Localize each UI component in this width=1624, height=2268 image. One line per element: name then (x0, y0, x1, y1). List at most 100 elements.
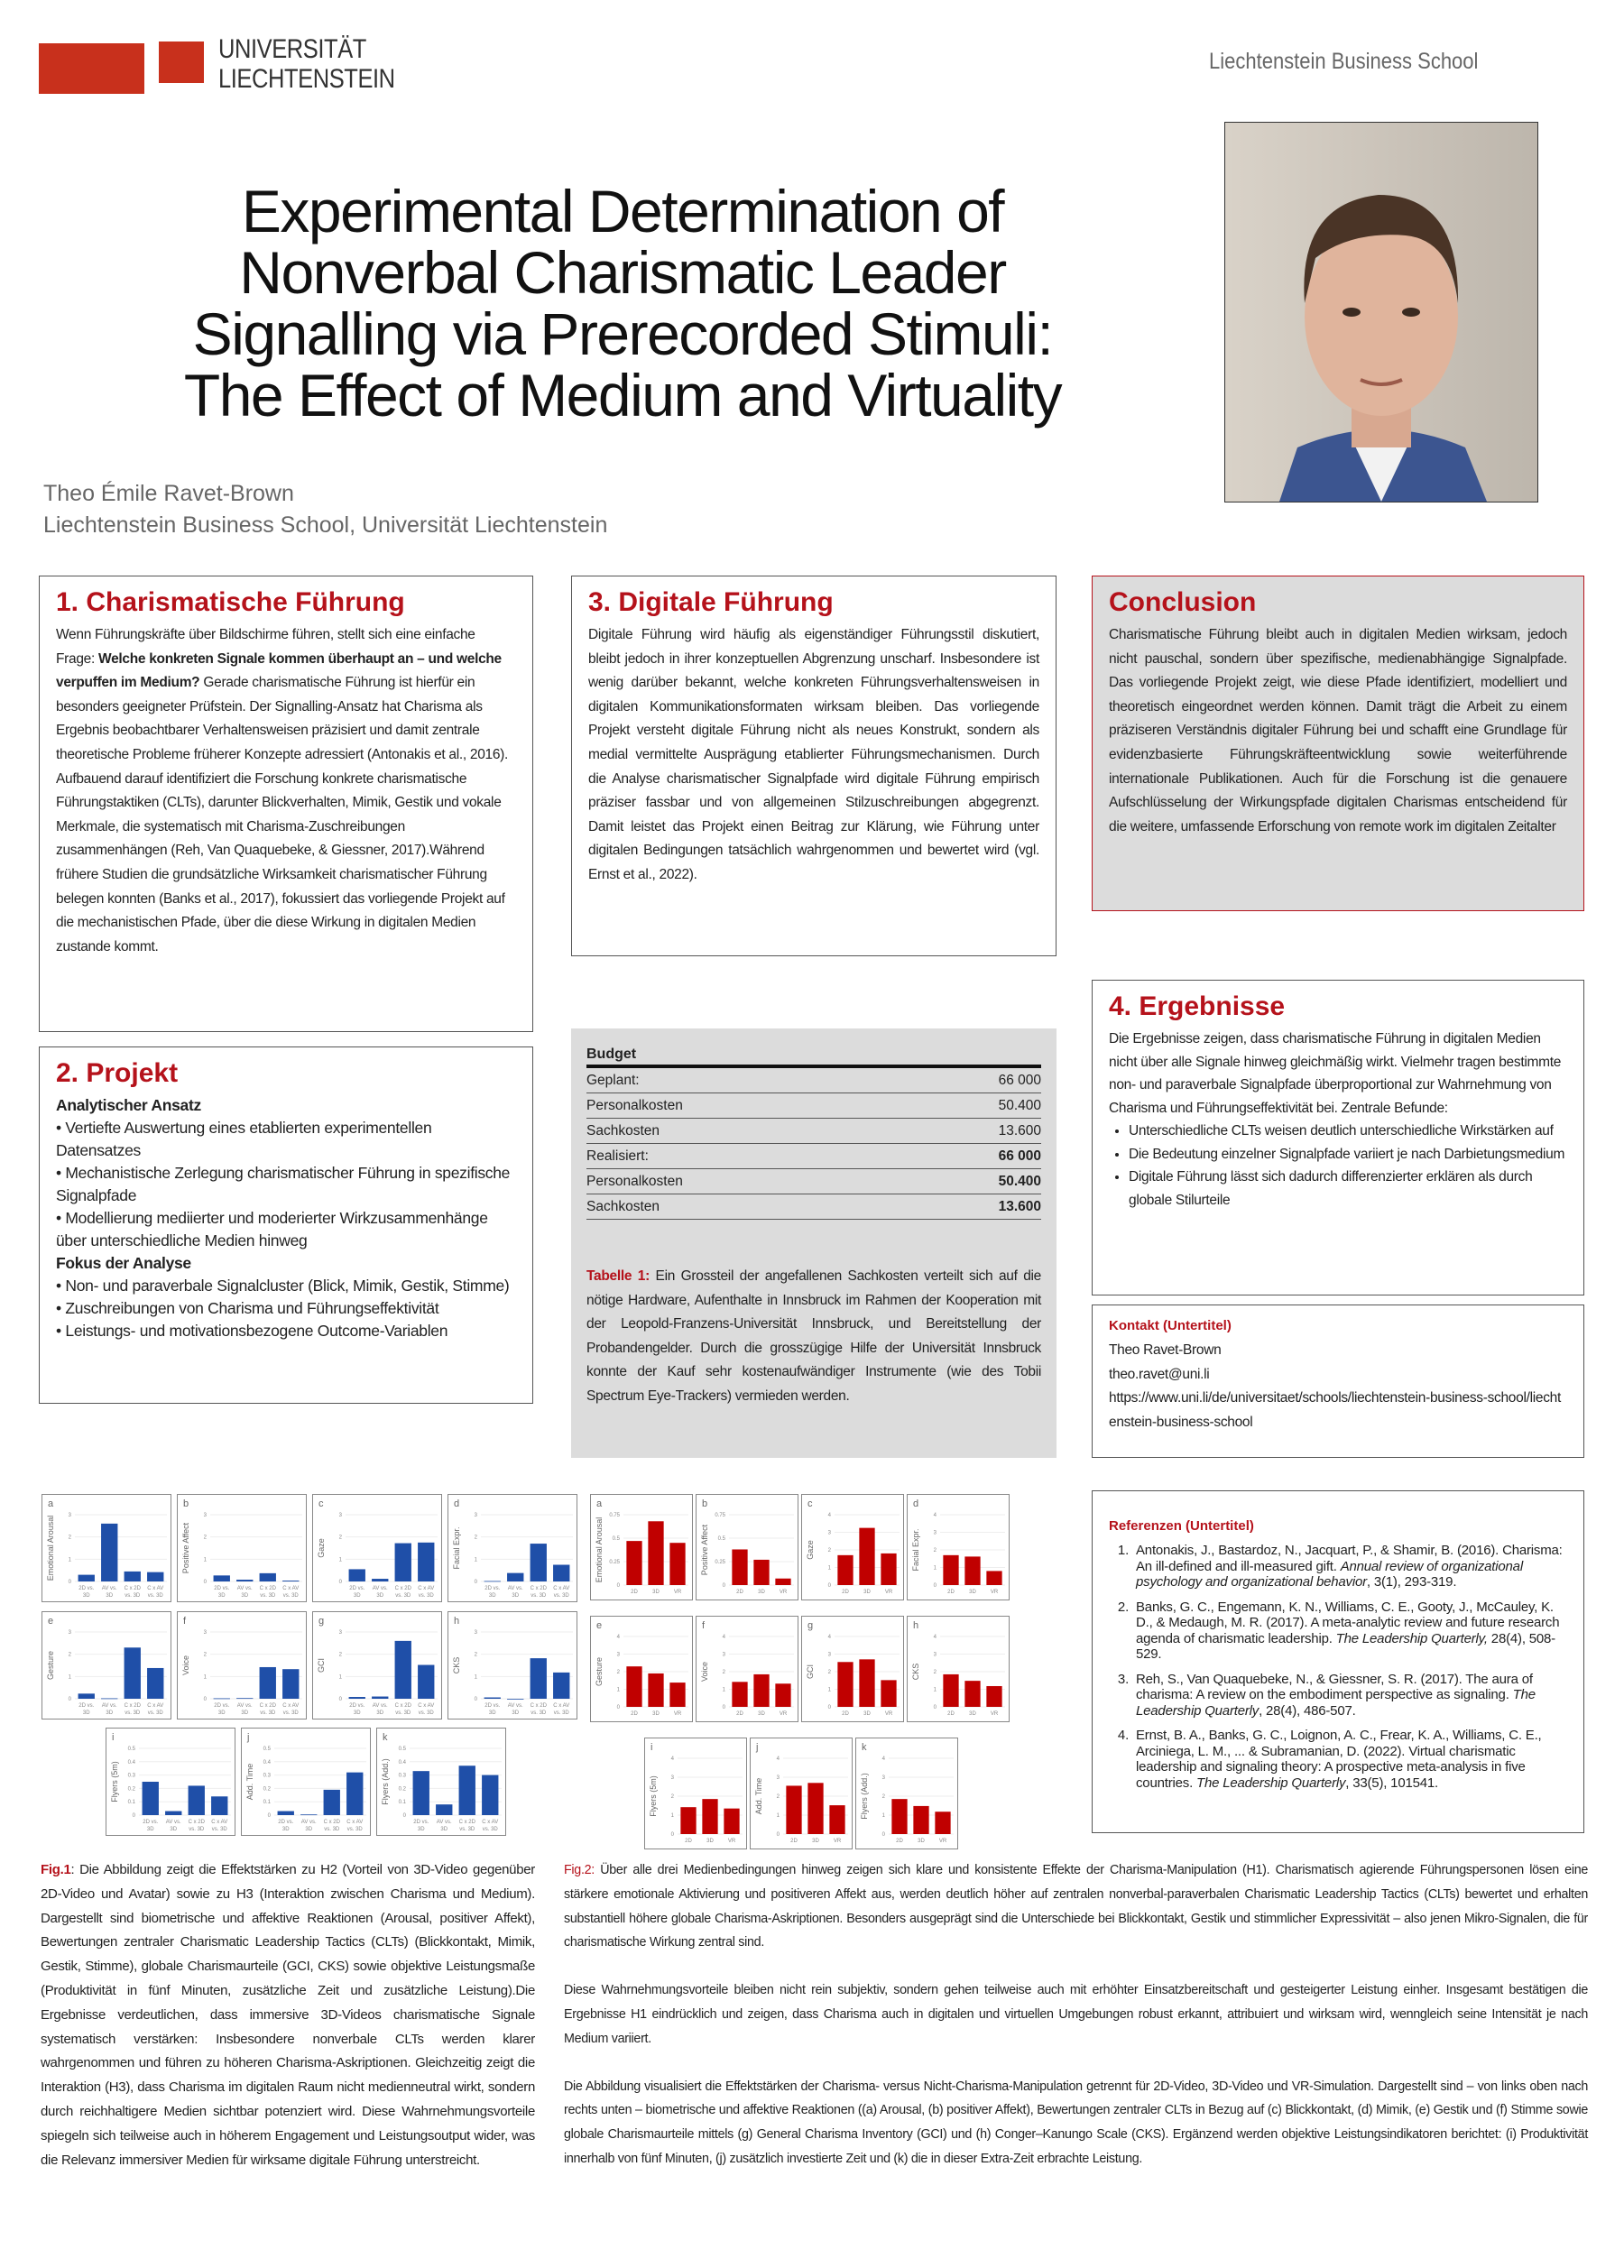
x-tick-label: C x AV vs. 3D (282, 1586, 299, 1599)
ref-text: Ernst, B. A., Banks, G. C., Loignon, A. … (1136, 1728, 1542, 1791)
y-axis-label: Facial Expr. (911, 1528, 920, 1571)
x-tick-label: C x AV vs. 3D (147, 1586, 163, 1599)
y-tick-label: 4 (882, 1756, 886, 1762)
y-tick-label: 1 (828, 1688, 832, 1693)
y-tick-label: 2 (339, 1653, 343, 1658)
contact-heading: Kontakt (Untertitel) (1109, 1318, 1232, 1333)
y-tick-label: 2 (671, 1794, 675, 1800)
contact-url[interactable]: https://www.uni.li/de/universitaet/schoo… (1109, 1390, 1561, 1430)
bar-c-2 (394, 1543, 411, 1581)
y-tick-label: 4 (777, 1756, 780, 1762)
caption-label: Fig.2: (564, 1863, 595, 1877)
y-axis-label: CKS (911, 1664, 920, 1681)
y-tick-label: 1 (339, 1557, 343, 1563)
panel-letter: k (383, 1732, 388, 1743)
y-tick-label: 2 (617, 1670, 621, 1675)
bar-h-2 (986, 1685, 1002, 1707)
x-tick-label: 2D (947, 1590, 955, 1595)
y-tick-label: 0.25 (609, 1560, 620, 1565)
bar-h-0 (484, 1697, 501, 1699)
y-tick-label: 0.4 (128, 1760, 136, 1766)
y-tick-label: 2 (828, 1548, 832, 1553)
bold-question: Welche konkreten Signale kommen überhaup… (56, 650, 502, 691)
y-axis-label: Add. Time (754, 1778, 763, 1815)
table-row: Sachkosten 13.600 (586, 1194, 1041, 1220)
table-row: Realisiert: 66 000 (586, 1143, 1041, 1169)
y-tick-label: 2 (475, 1653, 478, 1658)
y-tick-label: 0.2 (128, 1786, 136, 1792)
y-tick-label: 4 (617, 1635, 621, 1640)
text-run: Gerade charismatische Führung ist hierfü… (56, 675, 509, 954)
y-tick-label: 4 (828, 1513, 832, 1518)
section-conclusion: Conclusion Charismatische Führung bleibt… (1092, 576, 1584, 911)
y-tick-label: 0.75 (609, 1513, 620, 1518)
chart-svg: d Facial Expr. 0 1 2 3 2D vs. 3D AV vs. 3D C x 2D v… (452, 1498, 573, 1599)
x-tick-label: C x AV vs. 3D (346, 1820, 363, 1832)
bar-k-0 (891, 1799, 908, 1834)
y-tick-label: 0.2 (399, 1786, 407, 1792)
ref-text: 28(4), 508-529. (1136, 1630, 1555, 1663)
x-tick-label: 3D (758, 1711, 765, 1717)
figure-2-caption: Fig.2: Über alle drei Medienbedingungen … (564, 1858, 1588, 2171)
y-tick-label: 0 (723, 1583, 726, 1589)
y-tick-label: 3 (475, 1630, 478, 1636)
bar-f-1 (236, 1698, 254, 1700)
bar-j-0 (277, 1811, 294, 1815)
y-tick-label: 2 (69, 1653, 72, 1658)
bar-b-0 (732, 1549, 748, 1585)
bar-e-0 (78, 1693, 95, 1699)
bar-i-2 (724, 1808, 740, 1834)
contact-email[interactable]: theo.ravet@uni.li (1109, 1366, 1210, 1382)
x-tick-label: 3D (812, 1839, 819, 1844)
bar-f-0 (213, 1698, 230, 1700)
logo-square-small (159, 41, 204, 83)
y-tick-label: 1 (204, 1674, 208, 1680)
x-tick-label: AV vs. 3D (237, 1586, 253, 1599)
x-tick-label: 2D (842, 1590, 849, 1595)
bar-e-2 (124, 1647, 141, 1699)
y-tick-label: 0.2 (263, 1786, 272, 1792)
subheading: Fokus der Analyse (56, 1254, 191, 1272)
panel-letter: g (807, 1620, 813, 1631)
bar-c-2 (881, 1553, 897, 1585)
section-content: Analytischer Ansatz • Vertiefte Auswertu… (56, 1094, 516, 1342)
bar-i-1 (702, 1799, 718, 1834)
chart-svg: i Flyers (5m) 0 1 2 3 4 2D 3D VR (649, 1742, 743, 1844)
y-tick-label: 4 (934, 1513, 937, 1518)
bar-e-2 (669, 1683, 686, 1707)
y-tick-label: 1 (475, 1674, 478, 1680)
panel-letter: f (183, 1616, 187, 1627)
caption-text: Über alle drei Medienbedingungen hinweg … (564, 1863, 1588, 1950)
logo-line-2: LIECHTENSTEIN (218, 64, 395, 94)
x-tick-label: AV vs. 3D (102, 1703, 117, 1716)
bar-d-1 (964, 1556, 981, 1585)
bar-b-0 (213, 1575, 230, 1581)
section-text: Wenn Führungskräfte über Bildschirme füh… (56, 623, 516, 959)
subheading: Analytischer Ansatz (56, 1096, 201, 1114)
x-tick-label: 2D vs. 3D (413, 1820, 429, 1832)
y-axis-label: Emotional Arousal (46, 1516, 55, 1581)
row-label: Sachkosten (586, 1118, 902, 1144)
panel-letter: h (913, 1620, 918, 1631)
panel-letter: b (702, 1498, 707, 1509)
bar-e-0 (626, 1666, 642, 1707)
y-tick-label: 3 (882, 1775, 886, 1781)
bar-e-1 (648, 1673, 664, 1707)
chart-svg: f Voice 0 1 2 3 2D vs. 3D AV vs. 3D C x 2D vs. 3D C … (181, 1616, 302, 1716)
logo-square-large (39, 43, 144, 94)
x-tick-label: 2D (896, 1839, 903, 1844)
x-tick-label: C x AV vs. 3D (418, 1586, 434, 1599)
list-item: • Leistungs- und motivationsbezogene Out… (56, 1322, 448, 1340)
bar-f-1 (753, 1673, 770, 1707)
x-tick-label: C x AV vs. 3D (418, 1703, 434, 1716)
y-tick-label: 0 (69, 1580, 72, 1585)
y-tick-label: 1 (777, 1813, 780, 1819)
budget-header: Budget (586, 1045, 1041, 1068)
list-item: Digitale Führung lässt sich dadurch diff… (1129, 1166, 1567, 1212)
x-tick-label: 3D (969, 1590, 976, 1595)
section-heading: 1. Charismatische Führung (56, 587, 405, 617)
chart-panel-b: b Positive Affect 0 0.25 0.5 0.75 2D 3D VR (696, 1494, 798, 1600)
bar-h-3 (553, 1672, 570, 1699)
school-name: Liechtenstein Business School (1209, 49, 1479, 74)
chart-panel-k: k Flyers (Add.) 0 1 2 3 4 2D 3D VR (855, 1738, 958, 1849)
